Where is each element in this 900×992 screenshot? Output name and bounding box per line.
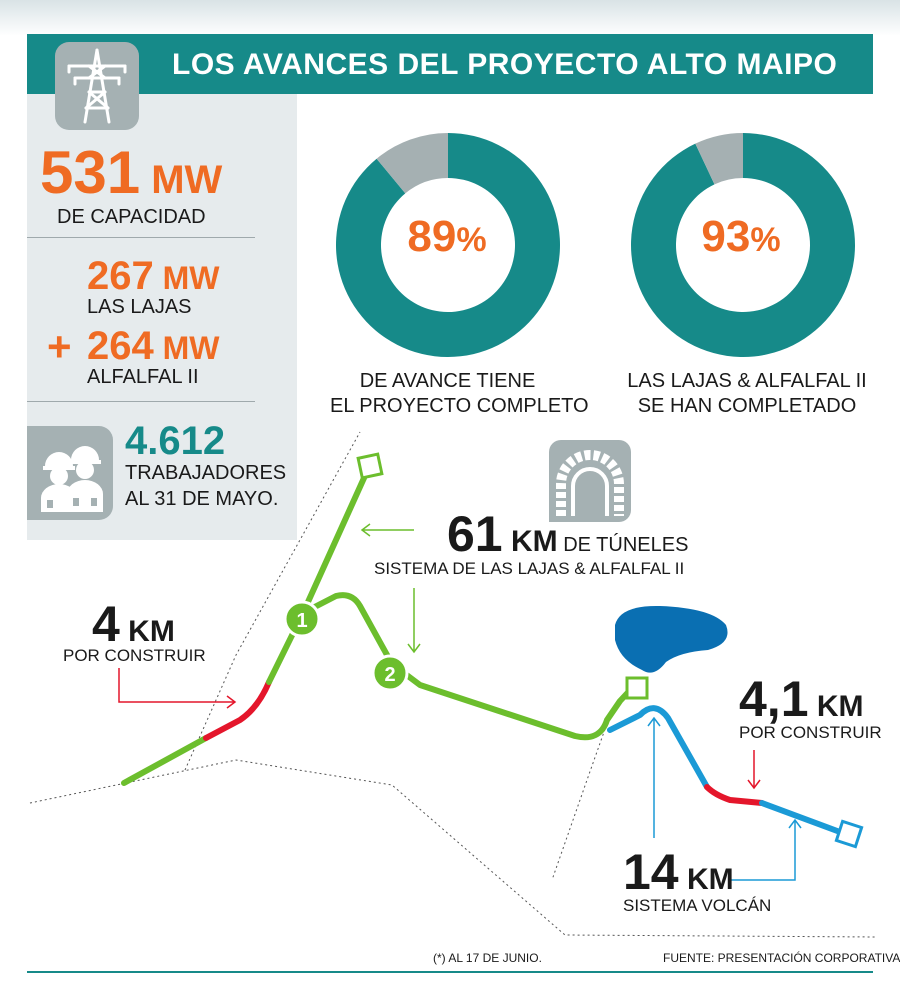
capacity-number: 531 (40, 139, 141, 206)
donut-slices (335, 133, 560, 357)
workers-label: TRABAJADORES (125, 462, 287, 484)
caption-line: LAS LAJAS & ALFALFAL II (627, 370, 867, 392)
marker-1-number: 1 (296, 610, 307, 632)
volcan-value: 14 KM (623, 843, 734, 901)
green-tunnel-segment (121, 735, 209, 786)
green-tunnel-segment (266, 475, 367, 685)
plus-sign: + (47, 323, 72, 370)
divider (27, 237, 255, 238)
donut-center-label: 89% (372, 212, 522, 262)
blue-volcan-segment (759, 800, 843, 835)
las-lajas-value: 267 MW (87, 254, 220, 299)
blue-arrow-up (647, 716, 661, 838)
bottom-rule (27, 971, 873, 973)
caption-line: DE AVANCE TIENE (359, 370, 536, 392)
donut-slices (631, 133, 855, 357)
left-remaining-label: POR CONSTRUIR (63, 646, 206, 665)
caption-line: SE HAN COMPLETADO (637, 395, 857, 417)
donut-slice-remaining (376, 133, 448, 194)
donut-slice-remaining (695, 133, 743, 185)
alfalfal-unit: MW (162, 330, 220, 366)
volcan-label: SISTEMA VOLCÁN (623, 896, 772, 915)
marker-2-circle (371, 654, 409, 692)
alfalfal-label: ALFALFAL II (87, 366, 199, 388)
capacity-value: 531 MW (40, 138, 222, 207)
percent-value: 93 (701, 212, 751, 261)
green-tunnel-segment (300, 592, 637, 741)
right-remaining-number: 4,1 (739, 671, 809, 727)
divider (27, 401, 255, 402)
blue-volcan-segment (607, 705, 710, 790)
alfalfal-number: 264 (87, 324, 154, 368)
tunnels-value: 61 KM DE TÚNELES (447, 505, 688, 563)
right-remaining-unit: KM (816, 690, 864, 723)
terrain-contours (29, 431, 876, 938)
percent-sign: % (750, 221, 781, 259)
tunnel-badge (549, 440, 631, 522)
donut-caption: DE AVANCE TIENE EL PROYECTO COMPLETO (330, 369, 589, 419)
donut-caption: LAS LAJAS & ALFALFAL II SE HAN COMPLETAD… (612, 369, 882, 419)
green-endpoint-square (625, 676, 649, 700)
green-endpoint-square (356, 452, 384, 480)
volcan-unit: KM (686, 863, 734, 896)
caption-line: EL PROYECTO COMPLETO (330, 395, 589, 417)
las-lajas-label: LAS LAJAS (87, 296, 192, 318)
left-remaining-unit: KM (128, 615, 175, 648)
donut-slice-complete (631, 133, 855, 357)
title-bar (27, 34, 873, 94)
left-remaining-number: 4 (92, 596, 120, 652)
donut-chart-project (335, 133, 560, 357)
marker-1-circle (283, 600, 321, 638)
tunnel-icon (556, 450, 624, 516)
tunnels-label: SISTEMA DE LAS LAJAS & ALFALFAL II (374, 559, 685, 578)
page-title: LOS AVANCES DEL PROYECTO ALTO MAIPO (172, 48, 838, 81)
right-remaining-value: 4,1 KM (739, 670, 864, 728)
red-arrow-right-label (747, 750, 761, 790)
right-remaining-label: POR CONSTRUIR (739, 723, 882, 742)
red-unbuilt-segment-right (704, 784, 765, 806)
lake-shape (615, 605, 728, 673)
workers-badge (27, 426, 113, 520)
green-arrow-down (407, 588, 421, 654)
red-unbuilt-segment-left (203, 679, 272, 741)
donut-chart-lajas-alfalfal (631, 133, 855, 357)
tunnels-suffix: DE TÚNELES (563, 534, 689, 556)
source-note: FUENTE: PRESENTACIÓN CORPORATIVA (663, 951, 900, 965)
tunnels-unit: KM (510, 525, 558, 558)
marker-2-number: 2 (384, 664, 395, 686)
workers-value: 4.612 (125, 419, 226, 463)
footnote: (*) AL 17 DE JUNIO. (433, 951, 542, 965)
green-arrow-left (360, 523, 414, 537)
donut-center-label: 93% (666, 212, 816, 262)
red-arrow-left-label (118, 668, 237, 709)
alfalfal-value: 264 MW (87, 324, 220, 369)
volcan-number: 14 (623, 844, 679, 900)
left-remaining-value: 4 KM (92, 595, 175, 653)
donut-slice-complete (335, 133, 560, 357)
tunnels-number: 61 (447, 506, 503, 562)
power-tower-icon (67, 48, 127, 124)
las-lajas-number: 267 (87, 254, 154, 298)
blue-arrow-corner (728, 818, 802, 881)
workers-icon (41, 446, 103, 512)
blue-endpoint-square (834, 819, 864, 849)
capacity-unit: MW (151, 158, 223, 202)
las-lajas-unit: MW (162, 260, 220, 296)
capacity-label: DE CAPACIDAD (57, 206, 206, 228)
percent-sign: % (456, 221, 487, 259)
workers-date: AL 31 DE MAYO. (125, 488, 279, 510)
percent-value: 89 (407, 212, 457, 261)
tower-badge (55, 42, 139, 130)
top-background-fade (0, 0, 900, 36)
